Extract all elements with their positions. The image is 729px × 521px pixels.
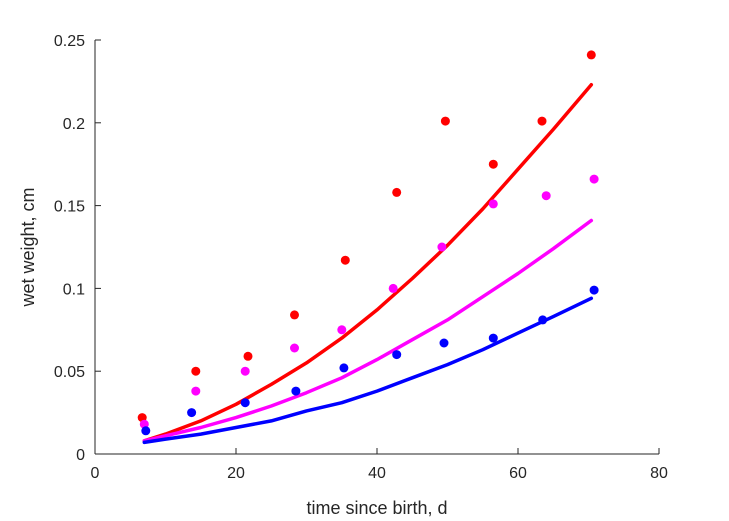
y-tick-label: 0.2	[63, 116, 85, 133]
data-point-series-3	[392, 350, 402, 360]
data-points	[137, 50, 599, 436]
data-point-series-2	[437, 242, 447, 252]
data-point-series-3	[538, 315, 548, 325]
data-point-series-1	[440, 116, 450, 126]
y-tick-label: 0.1	[63, 281, 85, 298]
data-point-series-2	[589, 174, 599, 184]
fit-line-series-1	[142, 82, 594, 443]
data-point-series-2	[388, 283, 398, 293]
data-point-series-2	[488, 199, 498, 209]
data-point-series-3	[240, 398, 250, 408]
axes: 0 20 40 60 80 0 0.05 0.1 0.15 0.2 0.25	[54, 33, 668, 482]
y-tick-label: 0.05	[54, 364, 85, 381]
data-point-series-1	[191, 366, 201, 376]
data-point-series-3	[488, 333, 498, 343]
fit-line-series-2	[142, 218, 594, 443]
data-point-series-3	[141, 426, 151, 436]
data-point-series-1	[586, 50, 596, 60]
data-point-series-2	[541, 191, 551, 201]
x-tick-label: 40	[368, 465, 386, 482]
data-point-series-1	[537, 116, 547, 126]
y-ticks: 0 0.05 0.1 0.15 0.2 0.25	[54, 33, 101, 464]
data-point-series-1	[290, 310, 299, 320]
y-axis-label: wet weight, cm	[18, 187, 38, 307]
data-point-series-1	[392, 187, 402, 197]
x-tick-label: 20	[227, 465, 245, 482]
data-point-series-2	[337, 325, 347, 335]
data-point-series-3	[589, 285, 599, 295]
fit-lines	[142, 82, 594, 445]
x-tick-label: 0	[91, 465, 100, 482]
fit-line-series-3	[142, 296, 594, 445]
data-point-series-1	[340, 255, 350, 265]
y-tick-label: 0.25	[54, 33, 85, 50]
data-point-series-3	[439, 338, 449, 348]
data-point-series-2	[290, 343, 299, 353]
data-point-series-2	[240, 366, 250, 376]
data-point-series-3	[291, 386, 301, 396]
data-point-series-2	[191, 386, 201, 396]
x-ticks: 0 20 40 60 80	[91, 448, 668, 482]
y-tick-label: 0	[76, 447, 85, 464]
x-tick-label: 60	[509, 465, 527, 482]
x-axis-label: time since birth, d	[306, 498, 447, 518]
data-point-series-3	[339, 363, 349, 373]
data-point-series-3	[187, 408, 197, 418]
data-point-series-1	[488, 159, 498, 169]
data-point-series-1	[243, 351, 253, 361]
y-tick-label: 0.15	[54, 199, 85, 216]
x-tick-label: 80	[650, 465, 668, 482]
